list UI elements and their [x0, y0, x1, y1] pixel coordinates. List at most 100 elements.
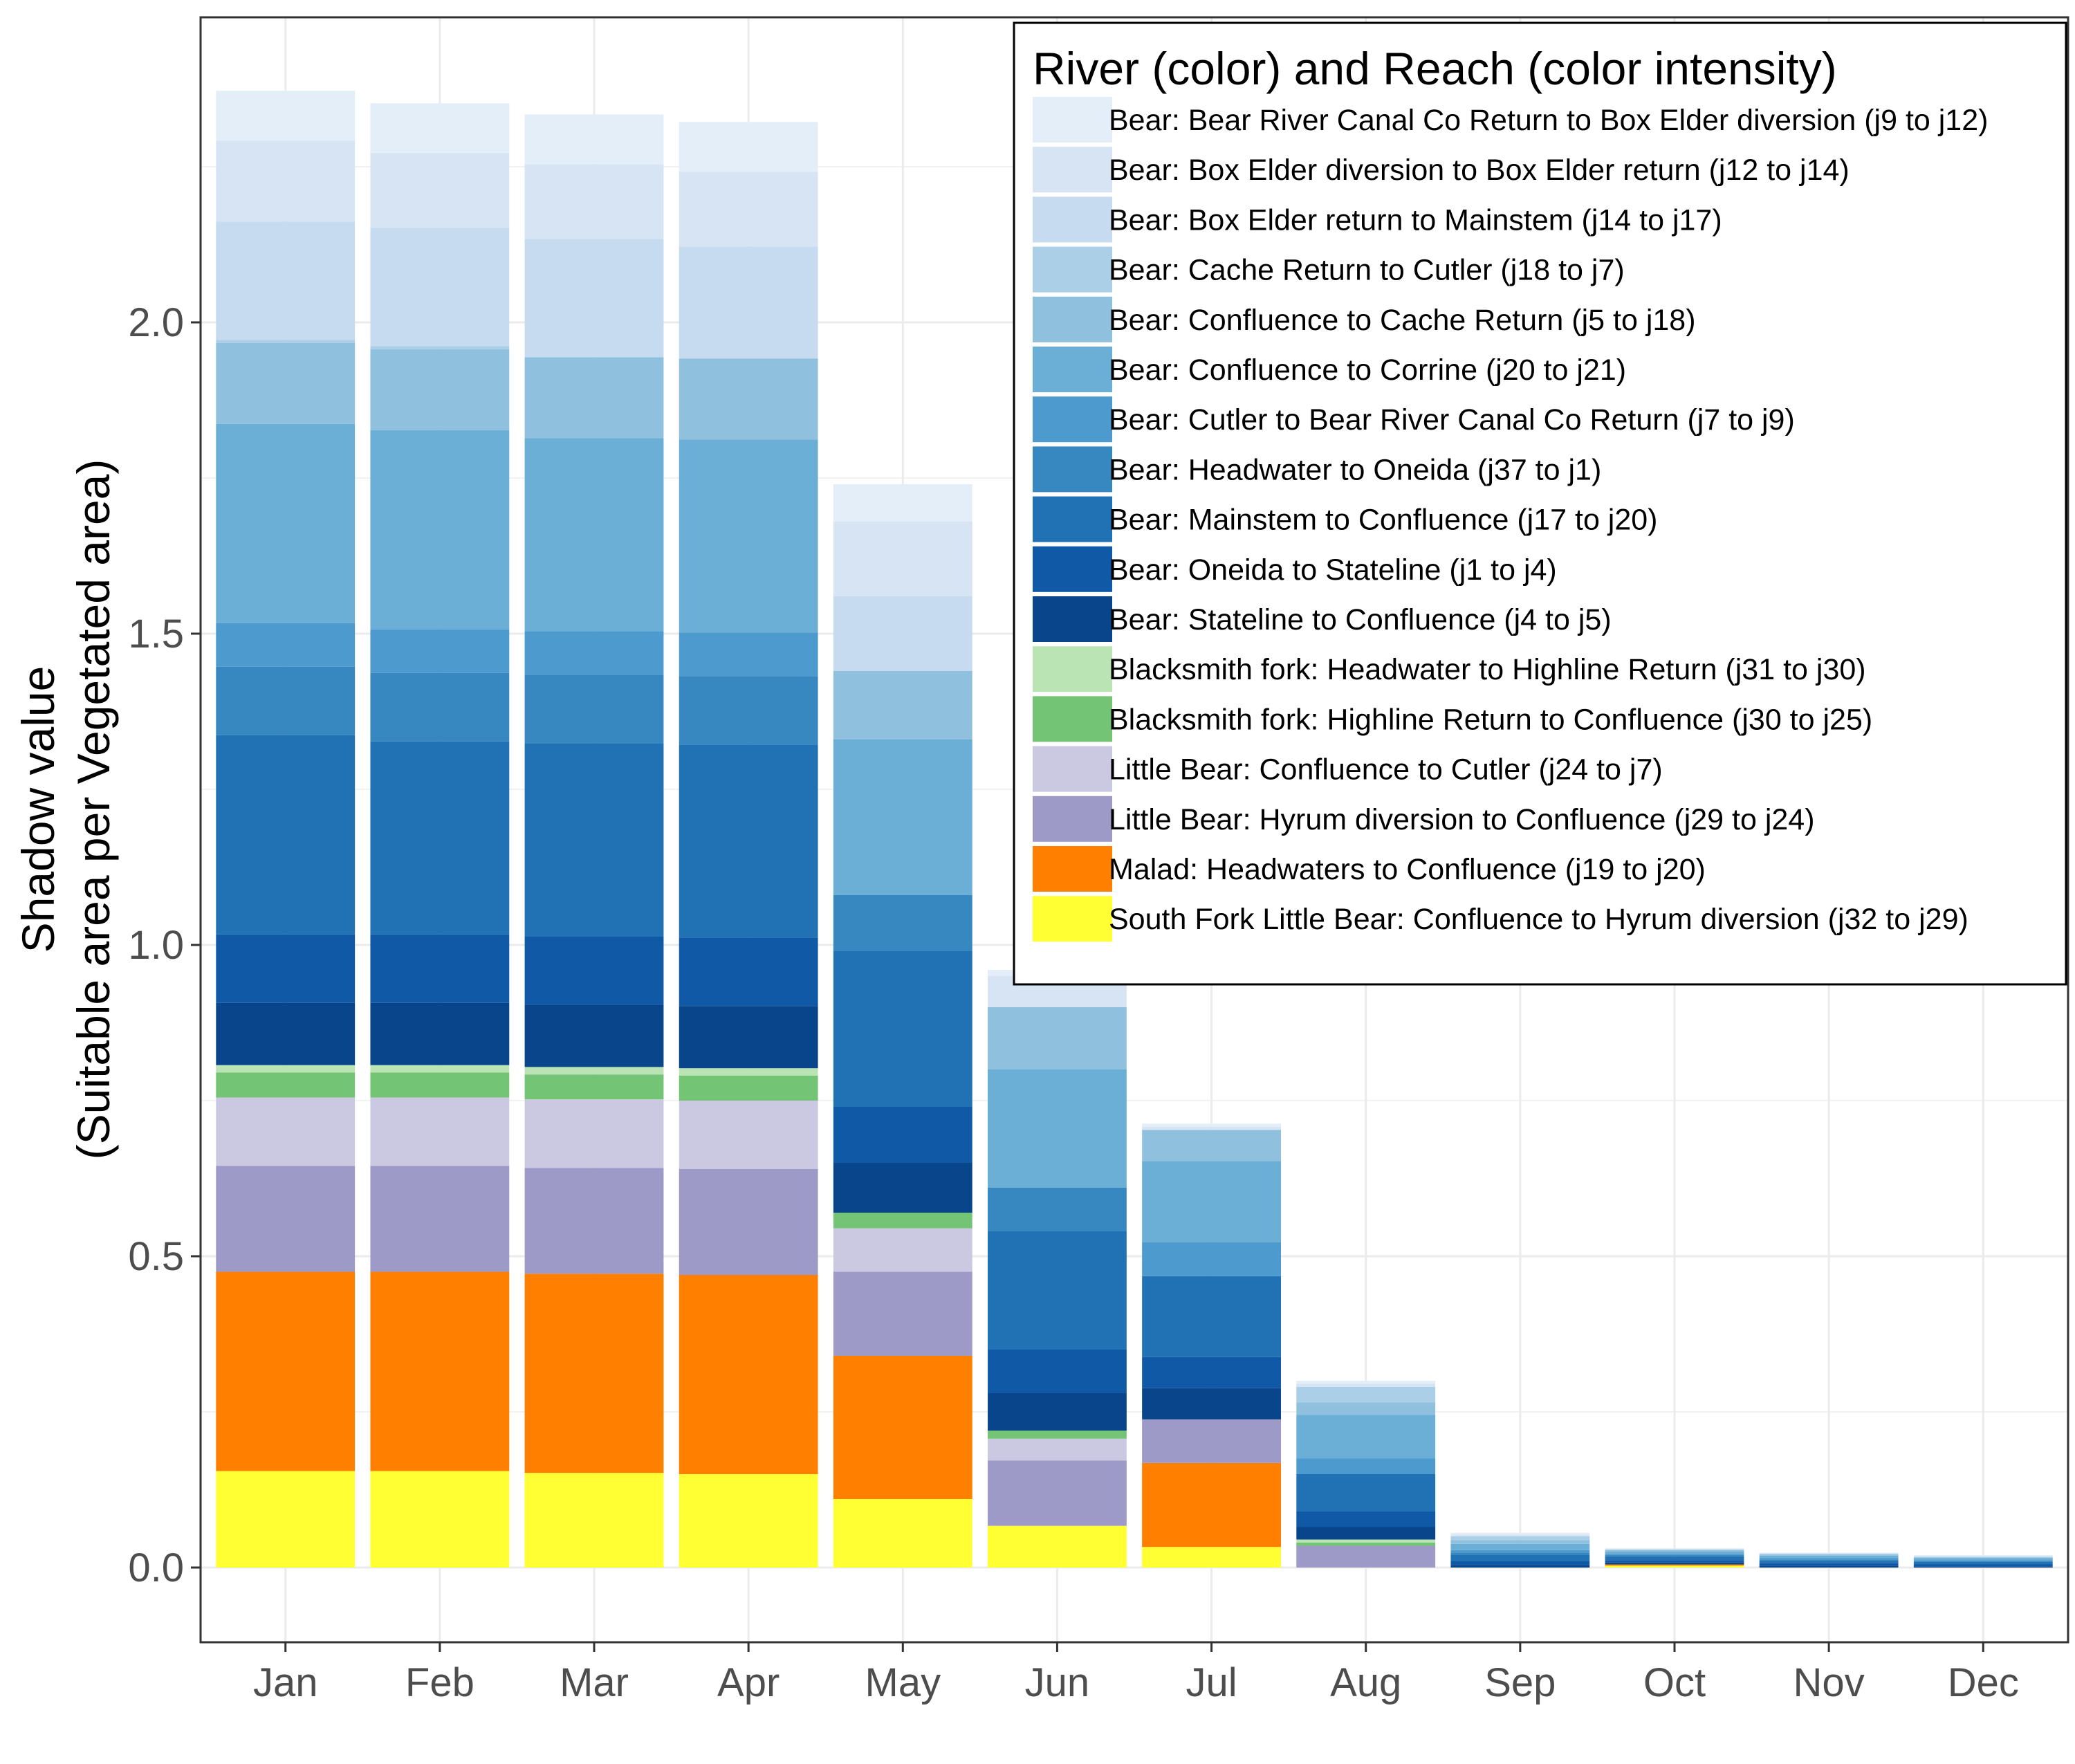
legend-item: Bear: Oneida to Stateline (j1 to j4)	[1033, 546, 1557, 592]
bar-segment	[1605, 1564, 1744, 1566]
legend-item: Bear: Box Elder return to Mainstem (j14 …	[1033, 196, 1722, 243]
bar-segment	[988, 1393, 1127, 1431]
y-tick-label: 0.5	[128, 1234, 184, 1279]
bar-segment	[833, 951, 972, 1107]
x-tick-label: Sep	[1484, 1660, 1556, 1705]
bar-segment	[988, 1460, 1127, 1526]
bar-segment	[679, 246, 818, 359]
legend-key	[1033, 196, 1112, 243]
bar-segment	[1142, 1462, 1281, 1547]
bar-segment	[1913, 1560, 2053, 1561]
bar-segment	[679, 632, 818, 677]
bar-segment	[988, 1007, 1127, 1069]
legend-item: Blacksmith fork: Headwater to Highline R…	[1033, 646, 1866, 692]
bar-segment	[1296, 1415, 1436, 1459]
bar-segment	[524, 674, 664, 744]
bar-segment	[833, 671, 972, 739]
bar-segment	[216, 423, 356, 623]
bar-segment	[1913, 1566, 2053, 1568]
bar-segment	[1450, 1555, 1590, 1561]
bar-segment	[679, 1474, 818, 1568]
bar-stack-sep	[1450, 1532, 1590, 1568]
legend-key	[1033, 646, 1112, 692]
bar-segment	[370, 1065, 510, 1073]
bar-segment	[833, 1499, 972, 1568]
legend-key	[1033, 347, 1112, 392]
bar-segment	[1450, 1536, 1590, 1541]
bar-segment	[1913, 1557, 2053, 1559]
bar-segment	[216, 934, 356, 1003]
x-tick-label: Oct	[1643, 1660, 1706, 1705]
bar-segment	[1450, 1552, 1590, 1555]
bar-segment	[1759, 1553, 1899, 1554]
legend-item: Bear: Bear River Canal Co Return to Box …	[1033, 97, 1988, 143]
bar-segment	[1759, 1565, 1899, 1568]
bar-segment	[1142, 1242, 1281, 1276]
bar-segment	[370, 349, 510, 430]
bar-segment	[1450, 1550, 1590, 1553]
bar-stack-jun	[988, 970, 1127, 1568]
legend-item: South Fork Little Bear: Confluence to Hy…	[1033, 896, 1968, 942]
bar-segment	[216, 140, 356, 222]
bar-segment	[1450, 1565, 1590, 1568]
bar-segment	[524, 936, 664, 1005]
legend-label: Bear: Cutler to Bear River Canal Co Retu…	[1109, 403, 1795, 437]
bar-segment	[1142, 1123, 1281, 1127]
bar-segment	[370, 1002, 510, 1065]
bar-segment	[524, 1473, 664, 1568]
legend-items: Bear: Bear River Canal Co Return to Box …	[1033, 97, 1988, 942]
bar-segment	[833, 484, 972, 522]
bar-segment	[1450, 1534, 1590, 1536]
bar-segment	[1913, 1561, 2053, 1565]
bar-segment	[1605, 1549, 1744, 1550]
bar-segment	[370, 153, 510, 228]
x-tick-label: Apr	[717, 1660, 780, 1705]
legend-key	[1033, 696, 1112, 742]
bar-segment	[833, 1107, 972, 1163]
bar-stack-jul	[1142, 1123, 1281, 1568]
bar-segment	[679, 744, 818, 938]
bar-segment	[1142, 1419, 1281, 1463]
axes: 0.0 0.5 1.0 1.5 2.0 Jan Feb Mar Apr May Jun Jul Aug S…	[128, 300, 2018, 1705]
bar-segment	[370, 741, 510, 935]
legend-label: Bear: Stateline to Confluence (j4 to j5)	[1109, 603, 1612, 636]
bar-stack-oct	[1605, 1548, 1744, 1568]
legend-item: Bear: Cutler to Bear River Canal Co Retu…	[1033, 396, 1795, 443]
legend-item: Little Bear: Confluence to Cutler (j24 t…	[1033, 746, 1663, 792]
legend-key	[1033, 596, 1112, 642]
bar-segment	[1759, 1552, 1899, 1554]
bar-segment	[1296, 1545, 1436, 1568]
bar-segment	[988, 1438, 1127, 1461]
legend-key	[1033, 446, 1112, 493]
y-tick-label: 1.5	[128, 612, 184, 656]
legend-label: Blacksmith fork: Highline Return to Conf…	[1109, 703, 1872, 736]
bar-segment	[988, 1069, 1127, 1188]
bar-segment	[1913, 1555, 2053, 1556]
bar-segment	[370, 103, 510, 154]
bar-segment	[679, 1101, 818, 1169]
bar-segment	[1142, 1357, 1281, 1388]
bar-segment	[370, 629, 510, 673]
bar-segment	[524, 1274, 664, 1473]
bar-segment	[1450, 1540, 1590, 1544]
bar-segment	[370, 672, 510, 742]
x-tick-label: Nov	[1793, 1660, 1865, 1705]
bar-segment	[833, 1271, 972, 1356]
bar-segment	[370, 1097, 510, 1166]
bar-segment	[524, 631, 664, 675]
bar-stack-dec	[1913, 1555, 2053, 1568]
y-tick-label: 1.0	[128, 923, 184, 968]
bar-segment	[216, 1166, 356, 1272]
bar-segment	[988, 1231, 1127, 1350]
bar-segment	[988, 1350, 1127, 1393]
y-tick-label: 0.0	[128, 1545, 184, 1590]
y-axis-title-line1: Shadow value	[12, 666, 64, 953]
bar-segment	[679, 439, 818, 633]
panel-border	[199, 16, 2069, 1644]
bar-segment	[1913, 1558, 2053, 1561]
bar-segment	[370, 346, 510, 349]
bar-segment	[524, 114, 664, 165]
bar-segment	[679, 358, 818, 440]
legend-item: Bear: Confluence to Corrine (j20 to j21)	[1033, 347, 1626, 392]
